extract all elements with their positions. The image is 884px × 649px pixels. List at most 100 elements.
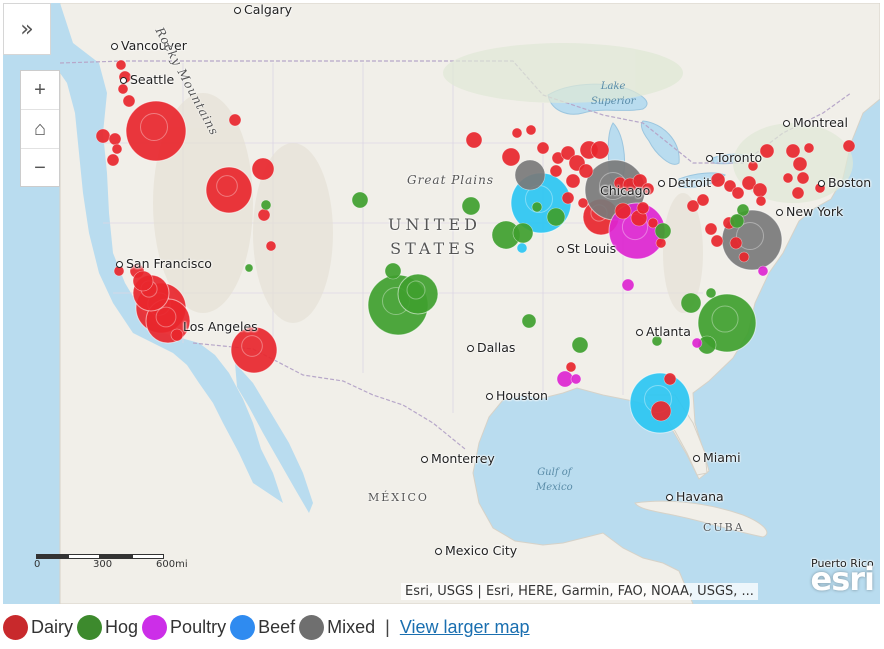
dairy-facility-marker[interactable] (228, 113, 242, 127)
dairy-facility-marker[interactable] (803, 142, 815, 154)
dairy-facility-marker[interactable] (755, 195, 767, 207)
dairy-facility-marker[interactable] (650, 400, 672, 422)
hog-facility-marker[interactable] (705, 287, 717, 299)
hog-facility-marker[interactable] (697, 293, 757, 353)
dairy-facility-marker[interactable] (111, 143, 123, 155)
home-button[interactable]: ⌂ (21, 110, 59, 149)
dairy-facility-marker[interactable] (752, 182, 768, 198)
dairy-facility-marker[interactable] (636, 201, 650, 215)
dairy-facility-marker[interactable] (536, 141, 550, 155)
dairy-facility-marker[interactable] (647, 217, 659, 229)
dairy-facility-marker[interactable] (614, 202, 632, 220)
hog-facility-marker[interactable] (260, 199, 272, 211)
hog-facility-marker[interactable] (244, 263, 254, 273)
dairy-facility-marker[interactable] (265, 240, 277, 252)
dairy-facility-marker[interactable] (560, 145, 576, 161)
dairy-facility-marker[interactable] (842, 139, 856, 153)
map-view[interactable]: Calgary Vancouver Seattle Montreal Toron… (3, 3, 880, 604)
hog-facility-marker[interactable] (546, 207, 566, 227)
zoom-out-button[interactable]: − (21, 149, 59, 187)
scale-bar: 0 300 600mi (34, 550, 188, 570)
dairy-facility-marker[interactable] (729, 236, 743, 250)
hog-facility-marker[interactable] (384, 262, 402, 280)
dairy-facility-marker[interactable] (632, 173, 648, 189)
dairy-facility-marker[interactable] (132, 270, 154, 292)
hog-facility-marker[interactable] (571, 336, 589, 354)
dairy-facility-marker[interactable] (117, 83, 129, 95)
city-puerto-rico: Puerto Rico (811, 557, 874, 570)
dairy-facility-marker[interactable] (696, 193, 710, 207)
dairy-facility-marker[interactable] (792, 156, 808, 172)
dairy-facility-marker[interactable] (655, 237, 667, 249)
cuba-island (634, 500, 768, 538)
dairy-facility-marker[interactable] (108, 132, 122, 146)
attribution[interactable]: Esri, USGS | Esri, HERE, Garmin, FAO, NO… (401, 583, 758, 600)
dairy-facility-marker[interactable] (122, 94, 136, 108)
dairy-facility-marker[interactable] (741, 175, 757, 191)
mixed-facility-marker[interactable] (514, 159, 546, 191)
dairy-facility-marker[interactable] (525, 124, 537, 136)
dairy-swatch-icon (3, 614, 28, 640)
dairy-facility-marker[interactable] (205, 166, 253, 214)
city-houston: Houston (486, 388, 548, 403)
dairy-facility-marker[interactable] (170, 328, 184, 342)
dairy-facility-marker[interactable] (501, 147, 521, 167)
dairy-facility-marker[interactable] (106, 153, 120, 167)
poultry-facility-marker[interactable] (757, 265, 769, 277)
dairy-facility-marker[interactable] (125, 100, 187, 162)
dairy-facility-marker[interactable] (782, 172, 794, 184)
dairy-facility-marker[interactable] (251, 157, 275, 181)
dairy-facility-marker[interactable] (565, 361, 577, 373)
poultry-facility-marker[interactable] (556, 370, 574, 388)
dairy-facility-marker[interactable] (465, 131, 483, 149)
beef-swatch-icon (230, 614, 256, 640)
dairy-facility-marker[interactable] (511, 127, 523, 139)
dairy-facility-marker[interactable] (723, 179, 737, 193)
beef-facility-marker[interactable] (516, 242, 528, 254)
dairy-facility-marker[interactable] (785, 143, 801, 159)
dairy-facility-marker[interactable] (710, 234, 724, 248)
dairy-facility-marker[interactable] (95, 128, 111, 144)
mixed-marker-ring (736, 222, 764, 250)
dairy-facility-marker[interactable] (759, 143, 775, 159)
dairy-facility-marker[interactable] (791, 186, 805, 200)
city-havana: Havana (666, 489, 724, 504)
hog-facility-marker[interactable] (521, 313, 537, 329)
poultry-facility-marker[interactable] (570, 373, 582, 385)
legend-item-beef: Beef (230, 614, 295, 640)
dairy-facility-marker[interactable] (738, 251, 750, 263)
hog-facility-marker[interactable] (461, 196, 481, 216)
hog-facility-marker[interactable] (531, 201, 543, 213)
hog-facility-marker[interactable] (680, 292, 702, 314)
dairy-facility-marker[interactable] (561, 191, 575, 205)
hog-facility-marker[interactable] (351, 191, 369, 209)
hog-facility-marker[interactable] (654, 222, 672, 240)
expand-panel-button[interactable]: » (3, 3, 51, 55)
hog-facility-marker[interactable] (729, 213, 745, 229)
dairy-facility-marker[interactable] (747, 160, 759, 172)
hog-facility-marker[interactable] (512, 222, 534, 244)
poultry-facility-marker[interactable] (691, 337, 703, 349)
dairy-facility-marker[interactable] (578, 163, 594, 179)
hog-facility-marker[interactable] (736, 203, 750, 217)
dairy-facility-marker[interactable] (590, 140, 610, 160)
dairy-facility-marker[interactable] (115, 59, 127, 71)
dairy-facility-marker[interactable] (731, 186, 745, 200)
hog-swatch-icon (77, 614, 103, 640)
hog-facility-marker[interactable] (397, 273, 439, 315)
dairy-facility-marker[interactable] (549, 164, 563, 178)
dairy-facility-marker[interactable] (257, 208, 271, 222)
hog-facility-marker[interactable] (651, 335, 663, 347)
dairy-facility-marker[interactable] (230, 326, 278, 374)
view-larger-map-link[interactable]: View larger map (399, 616, 530, 637)
dairy-facility-marker[interactable] (641, 182, 655, 196)
dairy-facility-marker[interactable] (565, 173, 581, 189)
poultry-facility-marker[interactable] (621, 278, 635, 292)
dairy-facility-marker[interactable] (704, 222, 718, 236)
dairy-facility-marker[interactable] (577, 197, 589, 209)
dairy-facility-marker[interactable] (663, 372, 677, 386)
dairy-facility-marker[interactable] (710, 172, 726, 188)
dairy-facility-marker[interactable] (686, 199, 700, 213)
dairy-facility-marker[interactable] (796, 171, 810, 185)
zoom-in-button[interactable]: + (21, 71, 59, 110)
